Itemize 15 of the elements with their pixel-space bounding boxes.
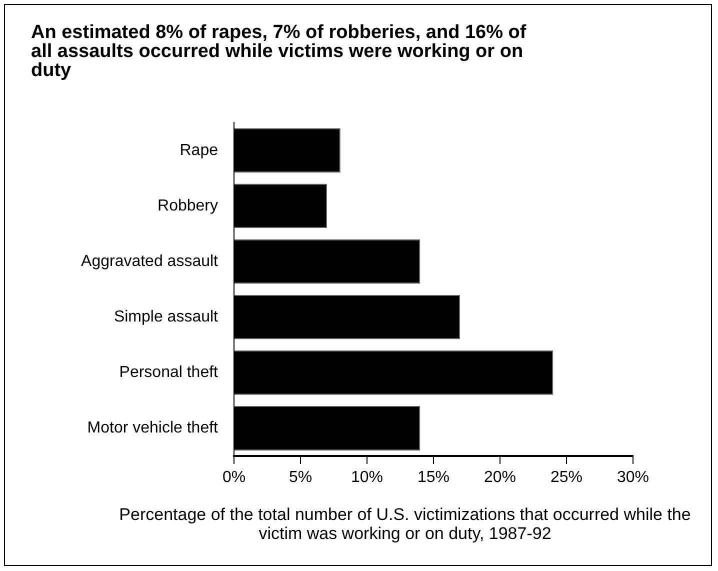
x-tick-label: 10%: [350, 469, 384, 486]
y-tick-label: Motor vehicle theft: [87, 420, 219, 437]
y-tick-label: Robbery: [158, 197, 218, 214]
y-tick-label: Aggravated assault: [81, 252, 219, 270]
x-axis-title: Percentage of the total number of U.S. victimizations that occurred while the victim was working or on duty, 1987-92: [118, 505, 692, 543]
x-tick-label: 15%: [417, 469, 450, 486]
y-tick-label: Rape: [180, 142, 218, 159]
chart-title: An estimated 8% of rapes, 7% of robberies, and 16% of all assaults occurred while victims were working or on duty: [31, 22, 528, 81]
y-tick-label: Simple assault: [114, 308, 219, 326]
x-tick-label: 25%: [550, 469, 583, 486]
x-tick-label: 5%: [288, 469, 312, 486]
x-tick-label: 0%: [222, 469, 246, 486]
x-tick-label: 20%: [484, 469, 516, 486]
x-tick-label: 30%: [616, 469, 650, 486]
y-tick-label: Personal theft: [119, 364, 219, 382]
